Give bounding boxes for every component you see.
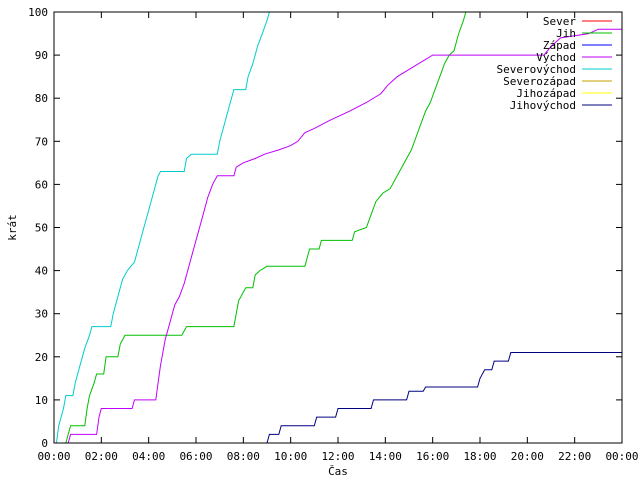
y-tick-label: 90 — [35, 49, 48, 62]
x-axis-label: Čas — [328, 465, 348, 478]
y-tick-label: 80 — [35, 92, 48, 105]
y-tick-label: 100 — [28, 6, 48, 19]
x-tick-label: 10:00 — [274, 450, 307, 463]
legend-label-jih: Jih — [556, 27, 576, 40]
legend-label-zapad: Západ — [543, 39, 576, 52]
x-tick-label: 20:00 — [511, 450, 544, 463]
x-tick-label: 18:00 — [463, 450, 496, 463]
x-tick-label: 14:00 — [369, 450, 402, 463]
x-tick-label: 22:00 — [558, 450, 591, 463]
y-axis-label: krát — [6, 214, 19, 241]
legend-label-sever: Sever — [543, 15, 576, 28]
series-line-severovychod — [55, 11, 270, 444]
x-tick-label: 12:00 — [321, 450, 354, 463]
y-tick-label: 20 — [35, 351, 48, 364]
y-tick-label: 50 — [35, 222, 48, 235]
y-tick-label: 0 — [41, 437, 48, 450]
y-tick-label: 40 — [35, 265, 48, 278]
series-line-jih — [65, 11, 467, 444]
legend: SeverJihZápadVýchodSeverovýchodSeverozáp… — [497, 15, 612, 112]
y-tick-label: 60 — [35, 178, 48, 191]
legend-label-severovychod: Severovýchod — [497, 63, 576, 76]
legend-label-severozapad: Severozápad — [503, 75, 576, 88]
x-tick-label: 00:00 — [605, 450, 638, 463]
x-tick-label: 04:00 — [132, 450, 165, 463]
legend-label-jihovychod: Jihovýchod — [510, 99, 576, 112]
x-tick-label: 02:00 — [85, 450, 118, 463]
series-line-jihovychod — [266, 352, 622, 444]
x-tick-label: 00:00 — [37, 450, 70, 463]
legend-label-jihozapad: Jihozápad — [516, 87, 576, 100]
axis-ticks — [53, 11, 623, 444]
x-tick-label: 08:00 — [227, 450, 260, 463]
x-tick-label: 06:00 — [179, 450, 212, 463]
series-line-vychod — [67, 28, 622, 444]
legend-label-vychod: Východ — [536, 51, 576, 64]
y-tick-label: 30 — [35, 308, 48, 321]
y-tick-label: 10 — [35, 394, 48, 407]
plot-lines — [55, 11, 622, 444]
axis-tick-labels: 0 10 20 30 40 50 60 70 80 90 100 00:00 02:00 04:00 06:… — [28, 6, 638, 463]
x-tick-label: 16:00 — [416, 450, 449, 463]
y-tick-label: 70 — [35, 135, 48, 148]
